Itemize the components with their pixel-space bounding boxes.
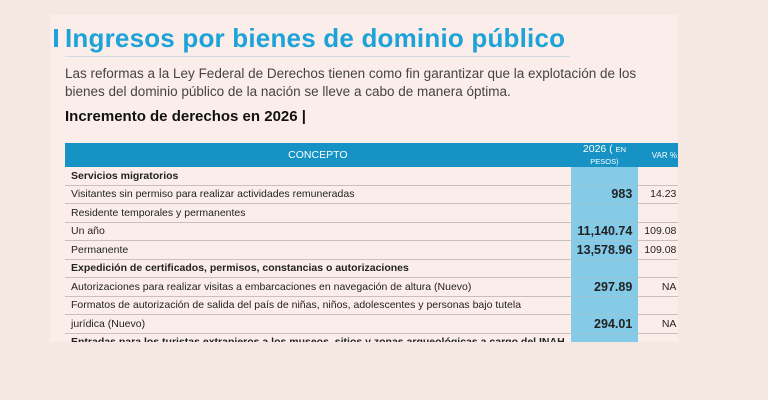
cell-var: 14.23 bbox=[638, 185, 678, 204]
header-year: 2026 ( bbox=[582, 143, 613, 155]
cell-concepto: Un año bbox=[65, 222, 571, 241]
cell-concepto: jurídica (Nuevo) bbox=[65, 314, 571, 334]
rights-table: CONCEPTO 2026 ( EN PESOS) VAR % Servicio… bbox=[65, 143, 678, 342]
cell-var: NA bbox=[638, 314, 678, 334]
table-title: Incremento de derechos en 2026 | bbox=[65, 108, 306, 125]
title-accent-bar bbox=[54, 29, 58, 47]
cell-valor: 11,140.74 bbox=[570, 222, 639, 241]
cell-var: 109.08 bbox=[638, 222, 678, 241]
table-row: Servicios migratorios bbox=[65, 167, 678, 186]
cell-var: 109.08 bbox=[638, 240, 678, 260]
page-title: Ingresos por bienes de dominio público bbox=[65, 23, 566, 53]
cell-var bbox=[638, 203, 678, 223]
cell-var bbox=[638, 167, 678, 186]
table-row: jurídica (Nuevo) 294.01 NA bbox=[65, 314, 678, 334]
table-row: Formatos de autorización de salida del p… bbox=[65, 296, 678, 315]
table-row: Entradas para los turistas extranjeros a… bbox=[65, 333, 678, 342]
cell-valor bbox=[570, 203, 639, 223]
header-2026: 2026 ( EN PESOS) bbox=[570, 143, 639, 167]
table-row: Residente temporales y permanentes bbox=[65, 203, 678, 223]
article-card: Ingresos por bienes de dominio público L… bbox=[50, 15, 678, 342]
cell-concepto: Visitantes sin permiso para realizar act… bbox=[65, 185, 571, 204]
table-row: Permanente 13,578.96 109.08 bbox=[65, 240, 678, 260]
cell-var bbox=[638, 259, 678, 278]
header-concepto: CONCEPTO bbox=[65, 143, 571, 167]
cell-valor bbox=[570, 333, 639, 342]
cell-var bbox=[638, 296, 678, 315]
table-row: Expedición de certificados, permisos, co… bbox=[65, 259, 678, 278]
cell-concepto: Expedición de certificados, permisos, co… bbox=[65, 259, 571, 278]
cell-valor: 294.01 bbox=[570, 314, 639, 334]
table-row: Autorizaciones para realizar visitas a e… bbox=[65, 277, 678, 297]
cell-valor bbox=[570, 259, 639, 278]
cell-concepto: Residente temporales y permanentes bbox=[65, 203, 571, 223]
intro-paragraph: Las reformas a la Ley Federal de Derecho… bbox=[65, 66, 637, 99]
cell-concepto: Servicios migratorios bbox=[65, 167, 571, 186]
cell-valor: 13,578.96 bbox=[570, 240, 639, 260]
cell-valor: 297.89 bbox=[570, 277, 639, 297]
cell-valor: 983 bbox=[570, 185, 639, 204]
cell-var: NA bbox=[638, 277, 678, 297]
cell-valor bbox=[570, 296, 639, 315]
table-header-row: CONCEPTO 2026 ( EN PESOS) VAR % bbox=[65, 143, 678, 167]
cell-concepto: Permanente bbox=[65, 240, 571, 260]
cell-var bbox=[638, 333, 678, 342]
cell-concepto: Autorizaciones para realizar visitas a e… bbox=[65, 277, 571, 297]
cell-concepto: Formatos de autorización de salida del p… bbox=[65, 296, 571, 315]
table-row: Un año 11,140.74 109.08 bbox=[65, 222, 678, 241]
table-row: Visitantes sin permiso para realizar act… bbox=[65, 185, 678, 204]
cell-valor bbox=[570, 167, 639, 186]
cell-concepto: Entradas para los turistas extranjeros a… bbox=[65, 333, 571, 342]
header-var: VAR % bbox=[638, 143, 678, 167]
title-divider bbox=[65, 56, 570, 57]
header-year-unit: EN PESOS) bbox=[590, 145, 627, 166]
